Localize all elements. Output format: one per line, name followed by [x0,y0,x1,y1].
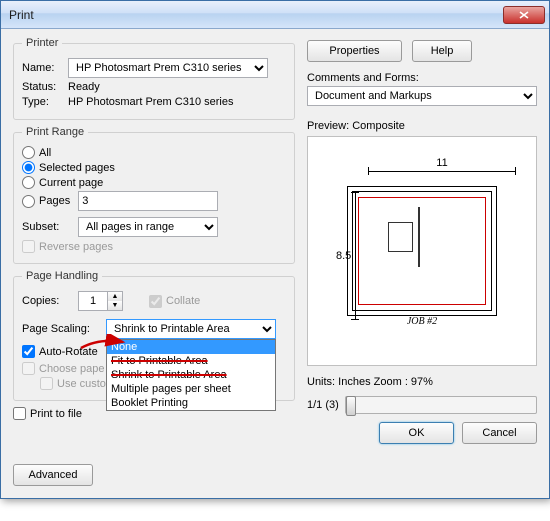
pages-input[interactable] [78,191,218,211]
cancel-button[interactable]: Cancel [462,422,537,444]
page-indicator: 1/1 (3) [307,399,339,411]
titlebar: Print [1,1,549,29]
copies-input[interactable] [78,291,108,311]
option-multi[interactable]: Multiple pages per sheet [107,382,275,396]
close-icon [519,11,529,19]
close-button[interactable] [503,6,545,24]
radio-current[interactable] [22,176,35,189]
name-label: Name: [22,62,62,74]
ok-button[interactable]: OK [379,422,454,444]
radio-selected[interactable] [22,161,35,174]
reverse-check [22,240,35,253]
spinner-down-icon[interactable]: ▼ [108,301,122,310]
scaling-label: Page Scaling: [22,323,100,335]
collate-check [149,295,162,308]
copies-spinner[interactable]: ▲▼ [78,291,123,311]
comments-label: Comments and Forms: [307,72,537,84]
help-button[interactable]: Help [412,40,472,62]
printer-legend: Printer [22,37,62,49]
dim-width: 11 [368,157,516,169]
range-legend: Print Range [22,126,88,138]
radio-pages[interactable] [22,195,35,208]
floorplan-preview [347,186,497,316]
comments-select[interactable]: Document and Markups [307,86,537,106]
spinner-up-icon[interactable]: ▲ [108,292,122,301]
choosepaper-check [22,362,35,375]
type-value: HP Photosmart Prem C310 series [68,96,233,108]
option-none[interactable]: None [107,340,275,354]
page-slider[interactable] [345,396,537,414]
properties-button[interactable]: Properties [307,40,402,62]
option-shrink[interactable]: Shrink to Printable Area [107,368,275,382]
window-title: Print [9,8,503,22]
handling-legend: Page Handling [22,270,102,282]
printer-select[interactable]: HP Photosmart Prem C310 series [68,58,268,78]
printtofile-check[interactable] [13,407,26,420]
print-dialog: Print Printer Name: HP Photosmart Prem C… [0,0,550,499]
advanced-button[interactable]: Advanced [13,464,93,486]
preview-label: Preview: Composite [307,120,537,132]
status-label: Status: [22,81,62,93]
status-value: Ready [68,81,100,93]
radio-all[interactable] [22,146,35,159]
job-label: JOB #2 [308,316,536,327]
option-fit[interactable]: Fit to Printable Area [107,354,275,368]
printer-group: Printer Name: HP Photosmart Prem C310 se… [13,37,295,120]
subset-label: Subset: [22,221,72,233]
range-group: Print Range All Selected pages Current p… [13,126,295,264]
custompaper-check [40,377,53,390]
subset-select[interactable]: All pages in range [78,217,218,237]
scaling-dropdown[interactable]: Shrink to Printable Area None Fit to Pri… [106,319,276,339]
units-zoom: Units: Inches Zoom : 97% [307,376,537,388]
type-label: Type: [22,96,62,108]
handling-group: Page Handling Copies: ▲▼ Collate Page Sc… [13,270,295,401]
copies-label: Copies: [22,295,72,307]
option-booklet[interactable]: Booklet Printing [107,396,275,410]
preview-pane: 11 8.5 JOB #2 [307,136,537,366]
scaling-options-list: None Fit to Printable Area Shrink to Pri… [106,339,276,411]
autorotate-check[interactable] [22,345,35,358]
